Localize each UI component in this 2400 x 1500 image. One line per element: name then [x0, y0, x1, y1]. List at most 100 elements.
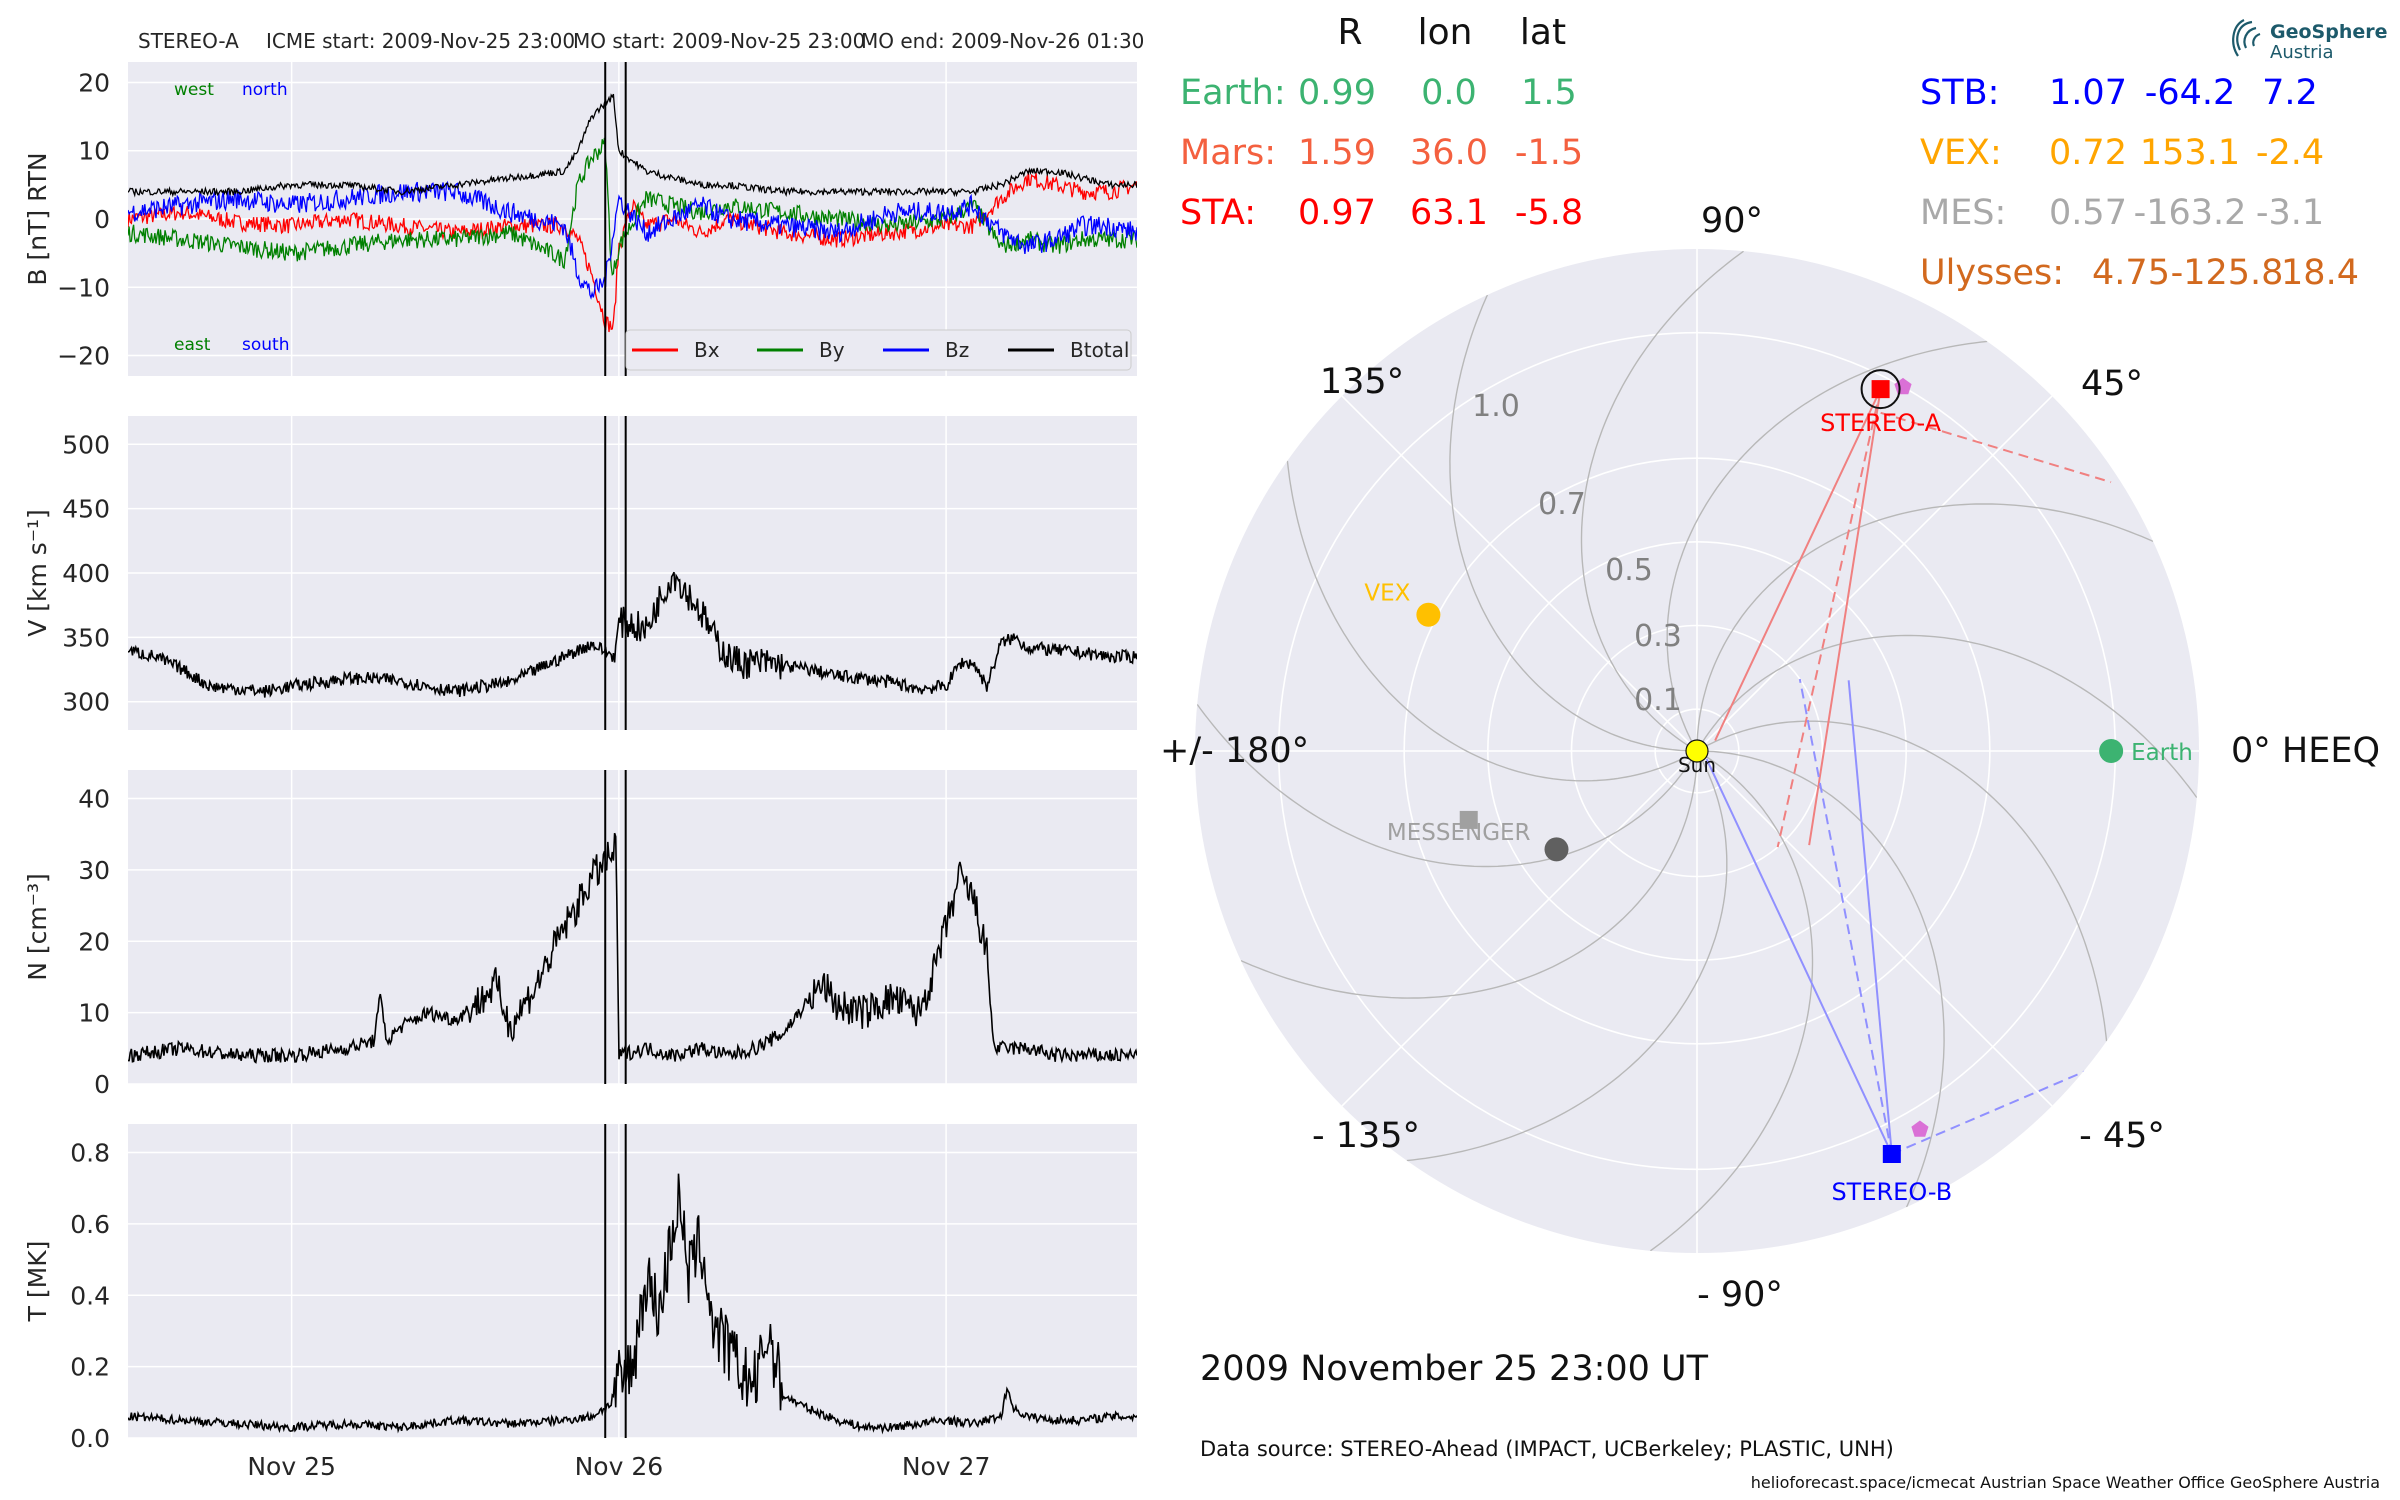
table-right-cell: -125.8	[2171, 253, 2284, 293]
b-annot-east: east	[174, 335, 211, 355]
b-ytick-label: −20	[57, 342, 110, 371]
polar-rtick-label: 0.7	[1538, 487, 1586, 522]
n-ytick-label: 10	[78, 999, 110, 1028]
stereo-b-label: STEREO-B	[1831, 1178, 1952, 1206]
table-left-cell: Earth:	[1180, 73, 1286, 113]
b-legend-label: Btotal	[1070, 338, 1129, 362]
parker-spiral-line	[1406, 750, 1728, 1162]
parker-spiral-line	[1240, 751, 1698, 999]
footer-credits: helioforecast.space/icmecat Austrian Spa…	[1751, 1473, 2380, 1492]
t-xtick-label: Nov 25	[247, 1452, 336, 1481]
table-right-cell: MES:	[1920, 193, 2006, 233]
instrument-fov-line	[1776, 388, 1882, 848]
t-ytick-label: 0.4	[70, 1281, 110, 1310]
t-series-trace	[128, 1173, 1137, 1435]
n-ytick-label: 30	[78, 856, 110, 885]
header-mo-start: MO start: 2009-Nov-25 23:00	[573, 29, 865, 53]
polar-angle-label: 0° HEEQ	[2231, 731, 2380, 771]
instrument-fov-line	[1714, 388, 1882, 741]
v-series-trace	[128, 571, 1137, 698]
logo-line2: Austria	[2270, 42, 2334, 63]
table-left-cell: 63.1	[1410, 193, 1488, 233]
table-left-cell: -5.8	[1515, 193, 1583, 233]
b-legend-label: Bz	[945, 338, 969, 362]
icme-header: STEREO-A ICME start: 2009-Nov-25 23:00 M…	[138, 29, 1144, 53]
table-col-header: lat	[1520, 12, 1566, 53]
messenger-marker	[1459, 810, 1478, 829]
b-ytick-label: 0	[94, 205, 110, 234]
header-icme-start: ICME start: 2009-Nov-25 23:00	[266, 29, 575, 53]
vex-label: VEX	[1364, 581, 1410, 607]
polar-angle-label: 45°	[2081, 364, 2143, 404]
b-annot-south: south	[242, 335, 289, 355]
polar-angle-label: - 135°	[1312, 1116, 1420, 1156]
table-right-cell: 0.72	[2049, 133, 2127, 173]
v-ytick-label: 400	[62, 559, 110, 588]
table-left-cell: 1.5	[1521, 73, 1577, 113]
table-right-cell: -64.2	[2145, 73, 2236, 113]
n-ytick-label: 20	[78, 927, 110, 956]
table-right-cell: 153.1	[2140, 133, 2240, 173]
v-ytick-label: 500	[62, 430, 110, 459]
parker-spiral-line	[1666, 340, 1988, 752]
parker-spiral-line	[1196, 703, 1698, 868]
parker-spiral-line	[1697, 750, 1945, 1208]
b-ytick-label: 10	[78, 137, 110, 166]
n-ytick-label: 0	[94, 1070, 110, 1099]
instrument-fov-line	[1798, 678, 1893, 1155]
polar-rtick-label: 0.1	[1634, 683, 1682, 718]
instrument-fov-line	[1880, 411, 2112, 484]
table-right-cell: -3.1	[2256, 193, 2324, 233]
b-field-panel: −20 −10 0 10 20 B [nT] RTN west north east south B…	[23, 62, 1137, 376]
parker-spiral-line	[1696, 634, 2198, 799]
header-mo-end: MO end: 2009-Nov-26 01:30	[861, 29, 1144, 53]
table-left-cell: Mars:	[1180, 133, 1276, 173]
v-ylabel: V [km s⁻¹]	[23, 509, 52, 637]
speed-panel: 300 350 400 450 500 V [km s⁻¹]	[23, 416, 1137, 730]
b-annot-north: north	[242, 80, 288, 100]
table-left-cell: STA:	[1180, 193, 1256, 233]
date-label: 2009 November 25 23:00 UT	[1200, 1349, 1709, 1389]
b-annot-west: west	[174, 80, 214, 100]
b-ytick-label: −10	[57, 273, 110, 302]
n-ylabel: N [cm⁻³]	[23, 873, 52, 980]
b-legend-label: By	[819, 338, 845, 362]
table-right-cell: -163.2	[2134, 193, 2247, 233]
instrument-fov-line	[1808, 388, 1882, 846]
instrument-fov-line	[1891, 1064, 2100, 1155]
table-right-cell: STB:	[1920, 73, 1999, 113]
polar-grid-spoke	[1696, 750, 2053, 1107]
polar-angle-label: +/- 180°	[1160, 731, 1309, 771]
n-plot-area	[128, 770, 1137, 1084]
table-left-cell: 0.0	[1421, 73, 1477, 113]
instrument-fov-line	[1705, 758, 1893, 1155]
polar-grid-spoke	[1341, 395, 1698, 752]
polar-angle-label: 135°	[1320, 362, 1404, 402]
geosphere-logo: GeoSphere Austria	[2232, 19, 2388, 63]
t-ytick-label: 0.2	[70, 1353, 110, 1382]
b-series-bz	[128, 180, 1137, 300]
polar-grid-spoke	[1341, 750, 1698, 1107]
table-col-header: R	[1337, 12, 1362, 53]
parker-spiral-line	[1286, 460, 1698, 782]
data-source: Data source: STEREO-Ahead (IMPACT, UCBer…	[1200, 1437, 1894, 1461]
object-6-marker	[1544, 837, 1569, 862]
temperature-panel: 0.0 0.2 0.4 0.6 0.8 T [MK] Nov 25 Nov 26 Nov 27	[23, 1124, 1137, 1481]
polar-grid-spoke	[1696, 395, 2053, 752]
t-xtick-label: Nov 27	[902, 1452, 991, 1481]
parker-spiral-line	[1696, 503, 2154, 751]
messenger-label: MESSENGER	[1387, 820, 1531, 846]
t-ytick-label: 0.8	[70, 1139, 110, 1168]
table-col-header: lon	[1418, 12, 1473, 53]
density-panel: 0 10 20 30 40 N [cm⁻³]	[23, 770, 1137, 1099]
logo-swirl-icon	[2232, 19, 2261, 57]
t-xtick-label: Nov 26	[575, 1452, 664, 1481]
polar-angle-label: 90°	[1701, 201, 1763, 241]
table-right-cell: 1.07	[2049, 73, 2127, 113]
t-ytick-label: 0.0	[70, 1424, 110, 1453]
table-right-cell: Ulysses:	[1920, 253, 2064, 293]
vex-marker	[1416, 602, 1441, 627]
parker-spiral-line	[1696, 720, 2108, 1042]
stereo-a-label: STEREO-A	[1820, 409, 1942, 437]
